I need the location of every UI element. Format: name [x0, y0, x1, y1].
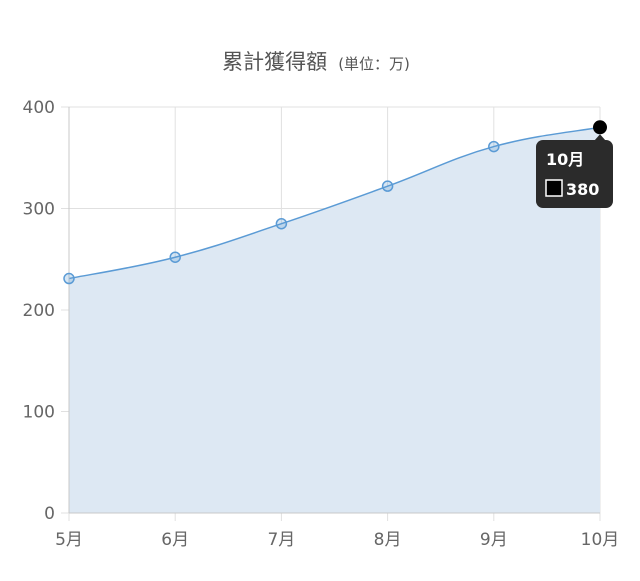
x-tick-label-0: 5月	[55, 530, 83, 550]
chart-title-main: 累計獲得額	[222, 50, 327, 74]
data-point-1	[169, 251, 181, 263]
tooltip-value: 380	[566, 180, 599, 199]
tooltip-caret	[594, 134, 606, 141]
data-points	[63, 120, 607, 285]
x-tick-label-1: 6月	[161, 530, 189, 550]
chart-subtitle-unit: (単位：万)	[338, 55, 410, 73]
data-point-4	[488, 140, 500, 153]
tooltip-swatch	[545, 179, 563, 197]
y-tick-label-300: 300	[23, 200, 55, 220]
y-tick-label-0: 0	[44, 504, 55, 524]
data-point-0	[63, 272, 75, 285]
x-tick-label-2: 7月	[267, 530, 295, 550]
series-line	[68, 126, 601, 280]
axes	[68, 107, 600, 514]
x-tick-label-5: 10月	[581, 530, 620, 550]
y-tick-label-200: 200	[23, 301, 55, 321]
x-axis-ticks: 5月 6月 7月 8月 9月 10月	[55, 530, 619, 550]
series-area	[69, 127, 600, 514]
tooltip: 10月 380	[536, 134, 613, 208]
chart-title: 累計獲得額 (単位：万)	[222, 50, 410, 74]
x-tick-label-3: 8月	[374, 530, 402, 550]
tooltip-category: 10月	[546, 150, 584, 169]
y-tick-label-400: 400	[23, 98, 55, 118]
data-point-active-5	[593, 120, 607, 135]
data-point-3	[381, 180, 394, 192]
y-tick-label-100: 100	[23, 403, 55, 423]
data-point-2	[275, 217, 288, 230]
x-tick-label-4: 9月	[480, 530, 508, 550]
y-axis-ticks: 0 100 200 300 400	[23, 98, 55, 524]
